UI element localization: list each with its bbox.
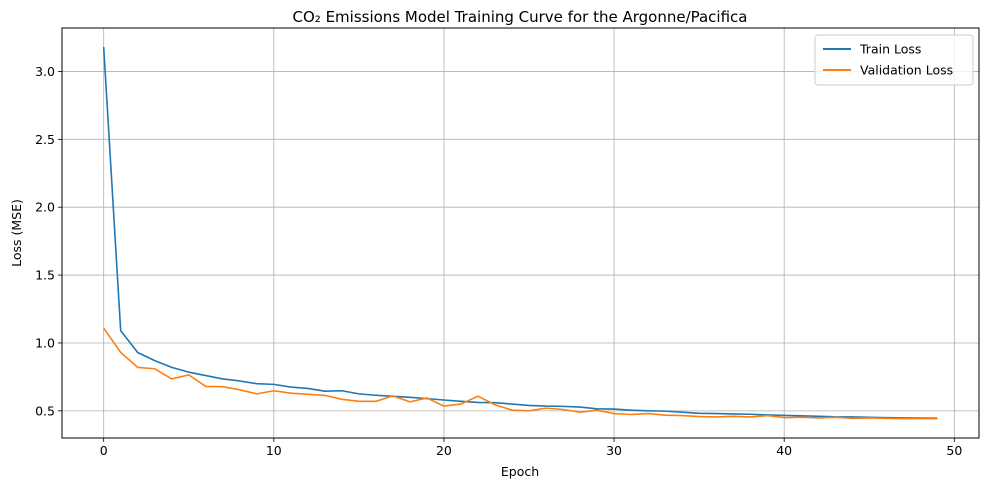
legend-label-validation: Validation Loss <box>860 63 953 78</box>
x-axis-ticks: 0 10 20 30 40 50 <box>100 438 962 458</box>
axes-frame <box>61 27 980 439</box>
y-axis-label: Loss (MSE) <box>9 199 24 267</box>
y-tick-label: 1.0 <box>35 335 55 350</box>
legend: Train Loss Validation Loss <box>814 34 974 86</box>
x-tick-label: 30 <box>606 443 622 458</box>
train-loss-line <box>102 46 938 419</box>
x-tick-label: 40 <box>776 443 792 458</box>
y-tick-label: 0.5 <box>35 403 55 418</box>
x-tick-label: 20 <box>436 443 452 458</box>
x-tick-label: 10 <box>266 443 282 458</box>
x-axis-label: Epoch <box>501 464 539 479</box>
legend-box <box>814 34 974 86</box>
series-lines <box>102 46 938 420</box>
chart-title: CO₂ Emissions Model Training Curve for t… <box>293 8 748 26</box>
y-axis-ticks: 0.5 1.0 1.5 2.0 2.5 3.0 <box>35 64 62 418</box>
x-tick-label: 50 <box>946 443 962 458</box>
validation-loss-line <box>103 327 938 420</box>
y-tick-label: 2.5 <box>35 132 55 147</box>
grid <box>62 28 979 438</box>
y-tick-label: 2.0 <box>35 200 55 215</box>
x-tick-label: 0 <box>100 443 108 458</box>
y-tick-label: 1.5 <box>35 268 55 283</box>
legend-label-train: Train Loss <box>859 42 921 57</box>
y-tick-label: 3.0 <box>35 64 55 79</box>
